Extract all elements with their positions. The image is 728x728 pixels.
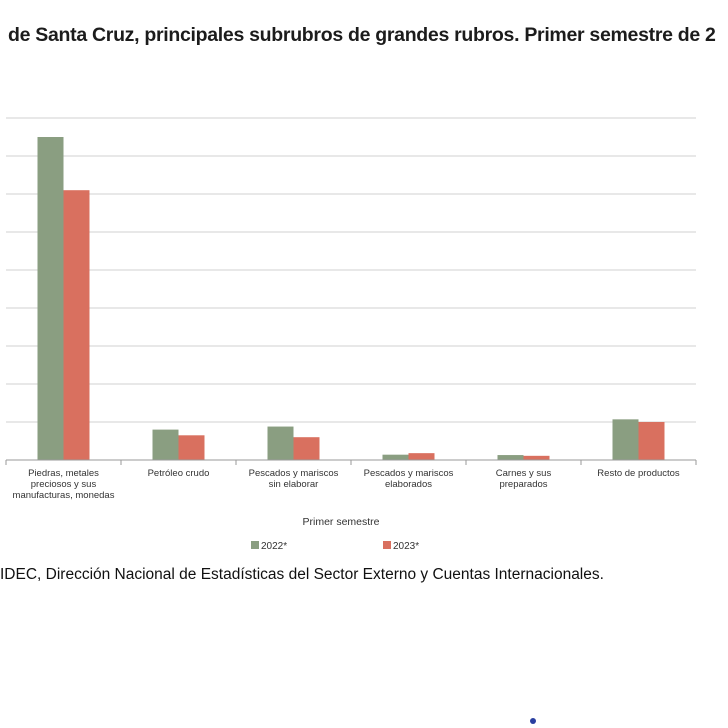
- bar-2022-3: [382, 454, 409, 460]
- bar-2022-2: [267, 426, 294, 460]
- category-labels: Piedras, metales preciosos y sus manufactu…: [13, 468, 680, 501]
- bar-2023-0: [63, 190, 90, 460]
- bar-2023-2: [293, 437, 320, 460]
- category-label-line: Resto de productos: [597, 468, 680, 479]
- category-label-line: Piedras, metales: [28, 468, 99, 479]
- source-note: IDEC, Dirección Nacional de Estadísticas…: [0, 566, 604, 583]
- bar-2022-1: [152, 429, 179, 460]
- legend-swatch-2023: [383, 541, 391, 549]
- bars: [37, 137, 665, 460]
- bar-2023-3: [408, 453, 435, 460]
- bar-2022-5: [612, 419, 639, 460]
- legend-label-2023: 2023*: [393, 541, 419, 552]
- category-label: Piedras, metales preciosos y sus manufactu…: [13, 468, 115, 501]
- gridlines: [6, 117, 696, 423]
- chart-title: de Santa Cruz, principales subrubros de …: [8, 24, 716, 46]
- legend-swatch-2022: [251, 541, 259, 549]
- category-label-line: Petróleo crudo: [148, 468, 210, 479]
- bar-2023-1: [178, 435, 205, 460]
- legend-label-2022: 2022*: [261, 541, 287, 552]
- category-label-line: elaborados: [385, 479, 432, 490]
- bar-2023-5: [638, 422, 665, 460]
- category-label-line: Carnes y sus: [496, 468, 552, 479]
- category-label: Pescados y mariscos sin elaborar: [249, 468, 339, 490]
- x-axis-title: Primer semestre: [302, 516, 379, 528]
- category-label: Carnes y sus preparados: [496, 468, 552, 490]
- category-label: Petróleo crudo: [148, 468, 210, 479]
- bar-2022-4: [497, 455, 524, 460]
- bar-2023-4: [523, 455, 550, 460]
- category-label-line: manufacturas, monedas: [13, 490, 115, 501]
- legend: 2022* 2023*: [251, 541, 419, 552]
- page-dot: [530, 718, 536, 724]
- x-axis: [5, 459, 697, 465]
- category-label-line: sin elaborar: [269, 479, 319, 490]
- category-label-line: Pescados y mariscos: [249, 468, 339, 479]
- category-label-line: Pescados y mariscos: [364, 468, 454, 479]
- category-label-line: preciosos y sus: [31, 479, 97, 490]
- category-label: Resto de productos: [597, 468, 680, 479]
- bar-2022-0: [37, 137, 64, 460]
- category-label: Pescados y mariscos elaborados: [364, 468, 454, 490]
- category-label-line: preparados: [499, 479, 547, 490]
